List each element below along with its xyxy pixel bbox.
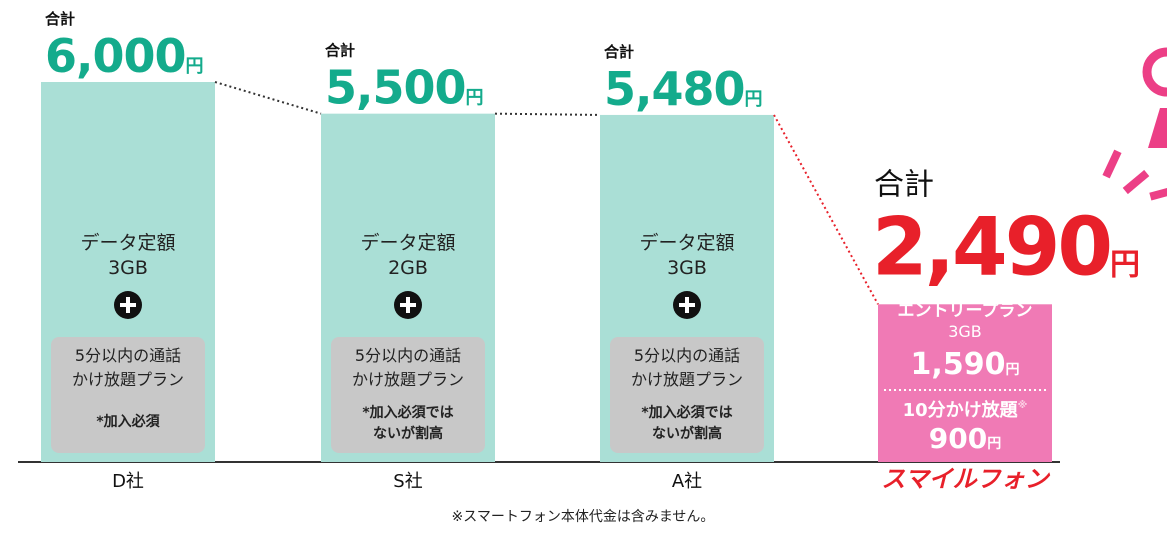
connector bbox=[774, 115, 878, 304]
plan-size: 3GB bbox=[667, 257, 707, 279]
category-label: A社 bbox=[672, 471, 702, 492]
call-name: 10分かけ放題 bbox=[903, 399, 1019, 421]
value-unit: 円 bbox=[186, 56, 204, 77]
note-text: ないが割高 bbox=[373, 425, 443, 442]
price-unit: 円 bbox=[987, 436, 1001, 452]
value-label: 5,480円 bbox=[604, 62, 763, 116]
value-unit: 円 bbox=[466, 88, 484, 109]
total-label: 合計 bbox=[44, 10, 75, 28]
total-label: 合計 bbox=[324, 42, 355, 60]
note-text: *加入必須では bbox=[362, 404, 453, 421]
value-number: 6,000 bbox=[45, 29, 186, 83]
footnote: ※スマートフォン本体代金は含みません。 bbox=[452, 509, 715, 525]
value-number: 2,490 bbox=[872, 200, 1110, 293]
call-text: 5分以内の通話 bbox=[355, 346, 461, 365]
entry-price: 1,590円 bbox=[911, 347, 1020, 382]
note-text: *加入必須 bbox=[96, 413, 160, 430]
value-number: 5,480 bbox=[604, 62, 745, 116]
decoration bbox=[1102, 52, 1167, 200]
category-label: D社 bbox=[112, 471, 144, 492]
plan-data: データ定額 bbox=[639, 232, 734, 254]
call-text: 5分以内の通話 bbox=[75, 346, 181, 365]
note-text: ないが割高 bbox=[652, 425, 722, 442]
plan-data: データ定額 bbox=[80, 232, 175, 254]
total-label: 合計 bbox=[874, 167, 934, 202]
plan-size: 2GB bbox=[388, 257, 428, 279]
connector bbox=[495, 114, 600, 115]
category-label: スマイルフォン bbox=[881, 465, 1050, 493]
category-label: S社 bbox=[393, 471, 422, 492]
connector bbox=[215, 82, 321, 114]
note-text: *加入必須では bbox=[641, 404, 732, 421]
value-unit: 円 bbox=[1110, 247, 1140, 282]
value-label: 2,490円 bbox=[872, 200, 1140, 293]
call-text: かけ放題プラン bbox=[631, 370, 743, 389]
price-number: 1,590 bbox=[911, 347, 1006, 382]
call-text: かけ放題プラン bbox=[72, 370, 184, 389]
entry-size: 3GB bbox=[948, 322, 982, 341]
value-label: 5,500円 bbox=[325, 61, 484, 115]
call-text: かけ放題プラン bbox=[352, 370, 464, 389]
value-label: 6,000円 bbox=[45, 29, 204, 83]
total-label: 合計 bbox=[603, 43, 634, 61]
call-text: 5分以内の通話 bbox=[634, 346, 740, 365]
value-number: 5,500 bbox=[325, 61, 466, 115]
plan-size: 3GB bbox=[108, 257, 148, 279]
price-unit: 円 bbox=[1005, 362, 1019, 378]
chart: ※スマートフォン本体代金は含みません。 合計6,000円D社合計5,500円S社… bbox=[0, 0, 1167, 539]
plan-data: データ定額 bbox=[360, 232, 455, 254]
entry-plan: エントリープラン bbox=[898, 300, 1033, 321]
call-plan: 10分かけ放題※ bbox=[903, 399, 1028, 421]
price-number: 900 bbox=[929, 422, 987, 455]
value-unit: 円 bbox=[745, 89, 763, 110]
call-mark: ※ bbox=[1018, 399, 1028, 411]
